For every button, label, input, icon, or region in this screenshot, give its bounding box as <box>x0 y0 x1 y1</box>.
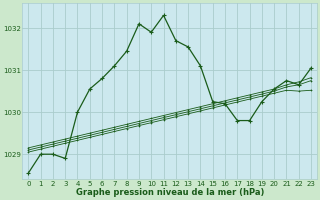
X-axis label: Graphe pression niveau de la mer (hPa): Graphe pression niveau de la mer (hPa) <box>76 188 264 197</box>
